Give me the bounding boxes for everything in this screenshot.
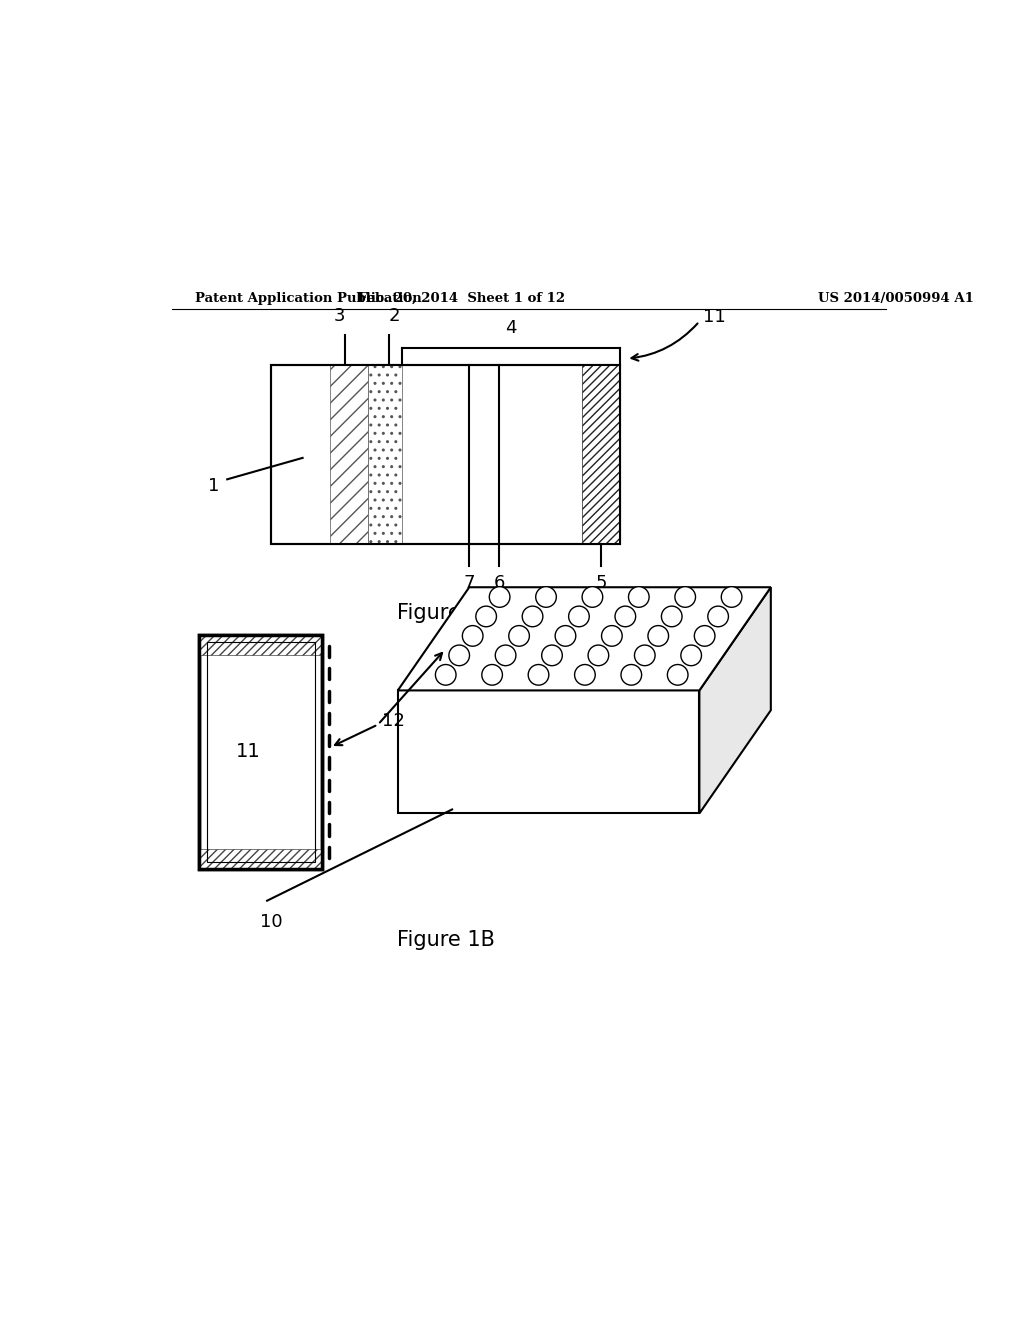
Text: 2: 2 [389,308,400,325]
Text: 7: 7 [464,574,475,591]
Circle shape [708,606,728,627]
Circle shape [476,606,497,627]
Bar [270,366,620,544]
Polygon shape [397,690,699,813]
Bar [200,635,323,869]
Circle shape [435,664,456,685]
Circle shape [675,586,695,607]
Text: Figure 1A: Figure 1A [396,603,495,623]
Text: 11: 11 [703,309,726,326]
Text: US 2014/0050994 A1: US 2014/0050994 A1 [818,292,974,305]
Circle shape [449,645,470,665]
Circle shape [662,606,682,627]
Bar [200,635,323,655]
Circle shape [681,645,701,665]
Text: 6: 6 [494,574,505,591]
Circle shape [574,664,595,685]
Text: Feb. 20, 2014  Sheet 1 of 12: Feb. 20, 2014 Sheet 1 of 12 [357,292,565,305]
Bar [270,366,620,544]
Circle shape [489,586,510,607]
Text: 1: 1 [208,478,219,495]
Circle shape [635,645,655,665]
Circle shape [629,586,649,607]
Circle shape [694,626,715,647]
Circle shape [482,664,503,685]
Bar [369,366,401,544]
Polygon shape [699,587,771,813]
Circle shape [621,664,642,685]
Text: Patent Application Publication: Patent Application Publication [196,292,422,305]
Text: 11: 11 [237,742,261,762]
Polygon shape [397,587,771,690]
Circle shape [463,626,483,647]
Circle shape [555,626,575,647]
Text: 10: 10 [260,912,283,931]
Circle shape [542,645,562,665]
Text: 5: 5 [595,574,607,591]
Circle shape [528,664,549,685]
Text: Figure 1B: Figure 1B [396,931,495,950]
Circle shape [496,645,516,665]
Bar [207,642,315,862]
Text: 3: 3 [334,308,346,325]
Circle shape [721,586,742,607]
Bar [200,849,323,869]
Circle shape [588,645,608,665]
Circle shape [615,606,636,627]
Text: 12: 12 [382,711,404,730]
Circle shape [536,586,556,607]
Bar [331,366,369,544]
Bar [200,635,323,869]
Circle shape [509,626,529,647]
Text: 4: 4 [505,319,517,337]
Circle shape [522,606,543,627]
Circle shape [648,626,669,647]
Bar [582,366,621,544]
Circle shape [582,586,603,607]
Circle shape [601,626,623,647]
Circle shape [668,664,688,685]
Circle shape [568,606,589,627]
